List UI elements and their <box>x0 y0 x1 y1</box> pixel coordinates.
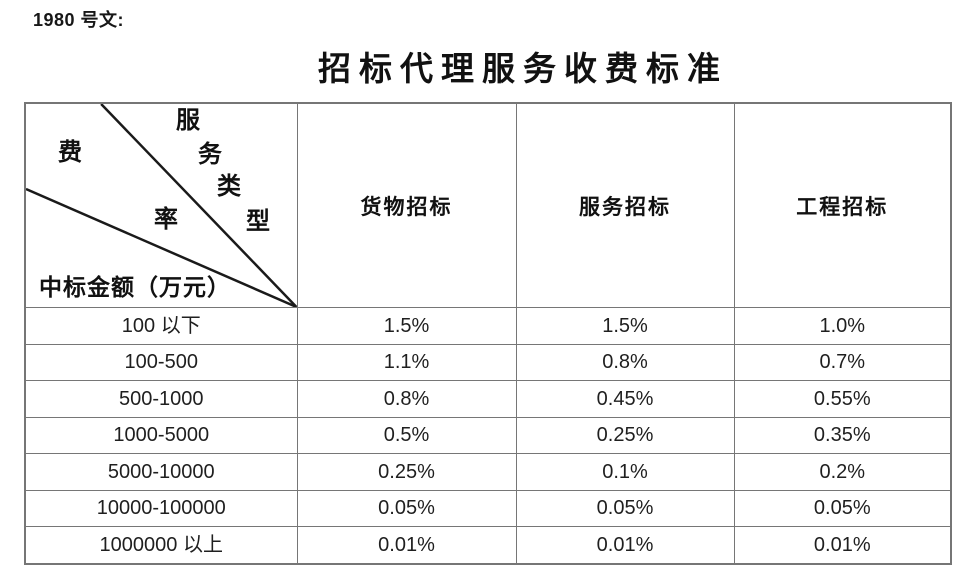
fee-standard-table: 服 务 类 型 费 率 中标金额（万元） 货物招标 服务招标 工程招标 100 … <box>24 102 952 565</box>
corner-type-char: 型 <box>246 209 270 235</box>
rate-cell: 0.1% <box>515 453 735 491</box>
rate-cell: 0.45% <box>515 380 735 418</box>
rate-cell: 0.8% <box>296 380 517 418</box>
row-label-cell: 5000-10000 <box>24 453 298 491</box>
rate-cell: 0.01% <box>733 526 952 564</box>
rate-cell: 1.0% <box>733 307 952 345</box>
rate-cell: 0.8% <box>515 343 735 381</box>
table-row: 1000-5000 0.5% 0.25% 0.35% <box>24 416 952 454</box>
row-label-cell: 10000-100000 <box>24 489 298 527</box>
rate-cell: 0.05% <box>296 489 517 527</box>
table-row: 500-1000 0.8% 0.45% 0.55% <box>24 380 952 418</box>
row-label-cell: 1000-5000 <box>24 416 298 454</box>
rate-cell: 0.55% <box>733 380 952 418</box>
rate-cell: 0.01% <box>515 526 735 564</box>
corner-rate-char: 率 <box>154 207 178 233</box>
rate-cell: 0.25% <box>296 453 517 491</box>
row-label-cell: 1000000 以上 <box>24 526 298 564</box>
rate-cell: 1.5% <box>296 307 517 345</box>
row-label-cell: 100-500 <box>24 343 298 381</box>
column-header-goods: 货物招标 <box>296 102 517 308</box>
corner-type-char: 服 <box>176 108 200 134</box>
corner-rate-char: 费 <box>58 140 82 166</box>
rate-cell: 0.05% <box>515 489 735 527</box>
doc-ref-label: 1980 号文: <box>33 10 125 30</box>
page-title: 招标代理服务收费标准 <box>318 52 728 88</box>
diagonal-lines <box>26 104 297 307</box>
column-header-service: 服务招标 <box>515 102 735 308</box>
rate-cell: 0.2% <box>733 453 952 491</box>
table-row: 1000000 以上 0.01% 0.01% 0.01% <box>24 526 952 564</box>
table-row: 5000-10000 0.25% 0.1% 0.2% <box>24 453 952 491</box>
corner-type-char: 类 <box>217 174 241 200</box>
rate-cell: 1.5% <box>515 307 735 345</box>
table-row: 10000-100000 0.05% 0.05% 0.05% <box>24 489 952 527</box>
rate-cell: 0.35% <box>733 416 952 454</box>
rate-cell: 0.05% <box>733 489 952 527</box>
corner-type-char: 务 <box>198 142 222 168</box>
rate-cell: 0.01% <box>296 526 517 564</box>
rate-cell: 1.1% <box>296 343 517 381</box>
header-row: 服 务 类 型 费 率 中标金额（万元） 货物招标 服务招标 工程招标 <box>24 102 952 308</box>
rate-cell: 0.5% <box>296 416 517 454</box>
diagonal-header-cell: 服 务 类 型 费 率 中标金额（万元） <box>24 102 298 308</box>
row-label-cell: 500-1000 <box>24 380 298 418</box>
table-row: 100-500 1.1% 0.8% 0.7% <box>24 343 952 381</box>
row-label-cell: 100 以下 <box>24 307 298 345</box>
corner-amount-label: 中标金额（万元） <box>39 275 231 300</box>
column-header-engineering: 工程招标 <box>733 102 952 308</box>
table-row: 100 以下 1.5% 1.5% 1.0% <box>24 307 952 345</box>
rate-cell: 0.25% <box>515 416 735 454</box>
rate-cell: 0.7% <box>733 343 952 381</box>
